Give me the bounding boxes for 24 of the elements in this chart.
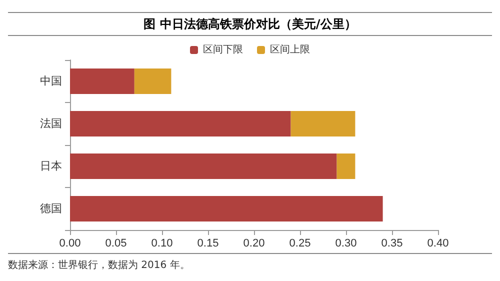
bar bbox=[336, 154, 356, 179]
source-note: 数据来源：世界银行，数据为 2016 年。 bbox=[8, 253, 492, 272]
x-tick-label: 0.40 bbox=[427, 238, 449, 250]
bar bbox=[70, 154, 337, 179]
legend-label: 区间上限 bbox=[270, 44, 310, 56]
bar bbox=[70, 111, 291, 136]
x-tick-label: 0.15 bbox=[197, 238, 219, 250]
x-tick-label: 0.35 bbox=[381, 238, 403, 250]
x-tick-label: 0.25 bbox=[289, 238, 311, 250]
y-tick-label: 中国 bbox=[40, 74, 62, 88]
y-tick-label: 日本 bbox=[40, 159, 62, 172]
x-tick-label: 0.10 bbox=[151, 238, 173, 250]
x-tick-label: 0.00 bbox=[59, 238, 81, 250]
x-tick-label: 0.20 bbox=[243, 238, 265, 250]
chart-title: 图 中日法德高铁票价对比（美元/公里） bbox=[8, 12, 492, 36]
bar bbox=[70, 68, 134, 94]
x-tick-label: 0.30 bbox=[335, 238, 357, 250]
legend-label: 区间下限 bbox=[203, 44, 243, 56]
bar bbox=[134, 68, 172, 94]
bar bbox=[70, 196, 383, 222]
y-tick-label: 德国 bbox=[40, 202, 62, 215]
y-tick-label: 法国 bbox=[40, 116, 62, 130]
x-tick-label: 0.05 bbox=[105, 238, 127, 250]
bar bbox=[290, 111, 356, 136]
